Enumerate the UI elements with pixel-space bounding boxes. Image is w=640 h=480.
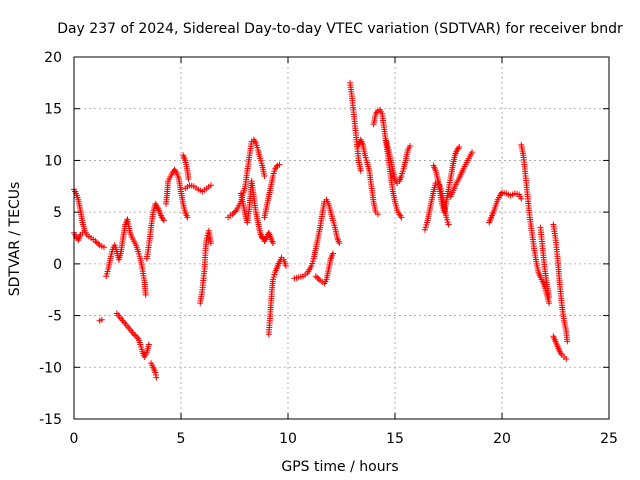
- y-tick-label: -10: [39, 360, 62, 376]
- data-point: [152, 372, 159, 379]
- data-point: [160, 217, 167, 224]
- x-tick-label: 5: [177, 431, 186, 447]
- data-point: [207, 240, 214, 247]
- data-point: [282, 262, 289, 269]
- data-point: [546, 293, 553, 300]
- x-tick-label: 0: [70, 431, 79, 447]
- y-tick-label: 5: [53, 205, 62, 221]
- data-point: [398, 214, 405, 221]
- data-point: [232, 208, 239, 215]
- data-point: [270, 240, 277, 247]
- grid-lines: [74, 57, 609, 419]
- data-point: [130, 331, 137, 338]
- data-point: [314, 274, 321, 281]
- data-point: [79, 229, 86, 236]
- y-tick-label: 10: [44, 153, 62, 169]
- data-point: [261, 172, 268, 179]
- data-point: [374, 211, 381, 218]
- data-point: [312, 273, 319, 280]
- data-point: [145, 341, 152, 348]
- y-tick-label: 0: [53, 257, 62, 273]
- data-point: [133, 333, 140, 340]
- chart-title: Day 237 of 2024, Sidereal Day-to-day VTE…: [57, 21, 623, 37]
- y-tick-label: 15: [44, 102, 62, 118]
- data-point: [563, 356, 570, 363]
- data-point: [546, 300, 553, 307]
- data-point: [456, 143, 463, 150]
- data-point: [92, 238, 99, 245]
- data-point: [315, 276, 322, 283]
- data-point: [98, 316, 105, 323]
- data-point: [93, 239, 100, 246]
- y-tick-label: -15: [39, 412, 62, 428]
- y-axis-label: SDTVAR / TECUs: [7, 182, 23, 297]
- plot-frame: [73, 56, 610, 420]
- data-point: [100, 244, 107, 251]
- data-point: [357, 167, 364, 174]
- data-point: [336, 240, 343, 247]
- data-point: [230, 209, 237, 216]
- data-point: [518, 195, 525, 202]
- data-point: [564, 338, 571, 345]
- data-point: [445, 221, 452, 228]
- data-point: [276, 161, 283, 168]
- data-points: [71, 79, 571, 381]
- data-point: [153, 374, 160, 381]
- y-tick-label: -5: [48, 309, 62, 325]
- data-point: [152, 369, 159, 376]
- data-point: [185, 176, 192, 183]
- x-axis-label: GPS time / hours: [281, 459, 398, 475]
- data-point: [406, 142, 413, 149]
- x-tick-label: 10: [279, 431, 297, 447]
- y-tick-label: 20: [44, 50, 62, 66]
- data-point: [184, 214, 191, 221]
- x-tick-label: 15: [386, 431, 404, 447]
- data-point: [95, 240, 102, 247]
- x-tick-label: 25: [600, 431, 618, 447]
- data-point: [229, 211, 236, 218]
- data-point: [132, 332, 139, 339]
- data-point: [142, 291, 149, 298]
- data-point: [469, 149, 476, 156]
- data-point: [329, 250, 336, 257]
- data-point: [207, 182, 214, 189]
- x-tick-label: 20: [493, 431, 511, 447]
- axis-ticks: 0 5 10 15 20 25 -15 -10 -5 0 5 10 15 20: [39, 50, 618, 447]
